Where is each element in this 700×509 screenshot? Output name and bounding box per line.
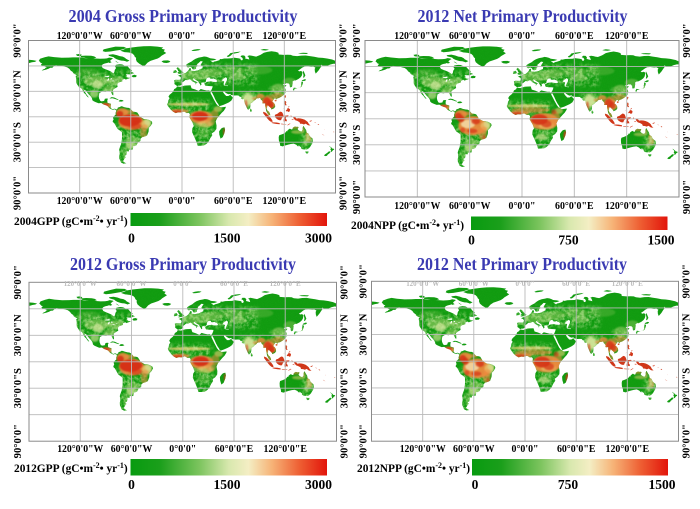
svg-text:90°0'0": 90°0'0" [682,264,693,298]
svg-text:0°0'0": 0°0'0" [516,280,535,288]
svg-text:1500: 1500 [649,477,676,492]
svg-text:90°0'0": 90°0'0" [359,264,370,298]
svg-text:90°0'0": 90°0'0" [340,265,351,299]
svg-text:60°0'0"E: 60°0'0"E [220,280,248,288]
svg-text:120°0'0"E: 120°0'0"E [605,30,649,42]
svg-text:2004NPP (gC•m-2• yr-1): 2004NPP (gC•m-2• yr-1) [351,218,464,232]
svg-text:2004GPP (gC•m-2• yr-1): 2004GPP (gC•m-2• yr-1) [14,214,128,228]
svg-text:120°0'0"E: 120°0'0"E [605,200,649,212]
svg-text:60°0'0"E: 60°0'0"E [557,443,596,455]
svg-text:120°0'0"W: 120°0'0"W [394,30,440,42]
svg-text:120°0'0"E: 120°0'0"E [612,280,643,288]
svg-text:0°0'0": 0°0'0" [512,443,539,455]
svg-text:120°0'0"W: 120°0'0"W [57,195,103,207]
svg-text:30°0'0"N: 30°0'0"N [13,70,24,112]
svg-text:60°0'0"W: 60°0'0"W [453,443,495,455]
svg-text:90°0'0": 90°0'0" [340,424,351,458]
svg-text:2012GPP (gC•m-2• yr-1): 2012GPP (gC•m-2• yr-1) [14,461,128,475]
svg-text:1500: 1500 [214,477,241,492]
svg-text:120°0'0"W: 120°0'0"W [400,443,446,455]
svg-text:30°0'0"N: 30°0'0"N [682,71,693,113]
svg-text:60°0'0"W: 60°0'0"W [459,280,489,288]
svg-text:120°0'0"W: 120°0'0"W [57,30,103,42]
svg-text:60°0'0"W: 60°0'0"W [111,443,153,455]
svg-text:60°0'0"E: 60°0'0"E [214,30,253,42]
svg-text:0: 0 [472,477,479,492]
svg-text:120°0'0"E: 120°0'0"E [263,195,307,207]
svg-text:60°0'0"E: 60°0'0"E [555,200,594,212]
svg-text:60°0'0"E: 60°0'0"E [214,195,253,207]
svg-text:120°0'0"W: 120°0'0"W [57,443,103,455]
svg-text:0°0'0": 0°0'0" [169,195,196,207]
svg-text:0: 0 [468,233,475,248]
svg-text:90°0'0": 90°0'0" [339,176,350,210]
svg-text:120°0'0"W: 120°0'0"W [406,280,439,288]
svg-text:60°0'0"E: 60°0'0"E [215,443,254,455]
svg-text:30°0'0"S: 30°0'0"S [340,368,351,408]
svg-text:90°0'0": 90°0'0" [13,424,24,458]
svg-text:60°0'0"W: 60°0'0"W [449,30,491,42]
svg-text:30°0'0"N: 30°0'0"N [340,314,351,356]
svg-text:0°0'0": 0°0'0" [173,280,192,288]
svg-text:60°0'0"W: 60°0'0"W [117,280,147,288]
svg-text:30°0'0"S: 30°0'0"S [13,122,24,162]
svg-text:90°0'0": 90°0'0" [13,23,24,57]
svg-text:30°0'0"N: 30°0'0"N [352,71,363,113]
svg-text:90°0'0": 90°0'0" [352,23,363,57]
svg-text:120°0'0"W: 120°0'0"W [394,200,440,212]
svg-text:1500: 1500 [648,233,675,248]
svg-text:2012NPP (gC•m-2• yr-1): 2012NPP (gC•m-2• yr-1) [357,461,470,475]
svg-text:0°0'0": 0°0'0" [509,200,536,212]
svg-text:30°0'0"N: 30°0'0"N [13,314,24,356]
svg-text:1500: 1500 [214,231,241,246]
svg-text:120°0'0"E: 120°0'0"E [270,280,301,288]
svg-text:30°0'0"N: 30°0'0"N [339,70,350,112]
svg-text:30°0'0"S: 30°0'0"S [352,125,363,165]
svg-text:30°0'0"S: 30°0'0"S [339,122,350,162]
svg-text:2004 Gross Primary Productivit: 2004 Gross Primary Productivity [69,6,298,26]
svg-text:90°0'0": 90°0'0" [339,23,350,57]
svg-text:0: 0 [128,477,135,492]
svg-text:120°0'0"E: 120°0'0"E [263,443,307,455]
svg-text:750: 750 [558,233,579,248]
svg-text:60°0'0"W: 60°0'0"W [110,30,152,42]
svg-text:30°0'0"S: 30°0'0"S [682,368,693,408]
svg-text:2012 Net Primary Productivity: 2012 Net Primary Productivity [418,6,628,26]
svg-text:30°0'0"S: 30°0'0"S [13,368,24,408]
svg-text:90°0'0": 90°0'0" [13,265,24,299]
svg-text:120°0'0"W: 120°0'0"W [64,280,97,288]
svg-text:60°0'0"E: 60°0'0"E [555,30,594,42]
svg-text:30°0'0"S: 30°0'0"S [359,368,370,408]
svg-text:90°0'0": 90°0'0" [352,180,363,214]
svg-text:0: 0 [128,231,135,246]
svg-text:3000: 3000 [305,231,332,246]
svg-text:90°0'0": 90°0'0" [682,424,693,458]
svg-text:120°0'0"E: 120°0'0"E [263,30,307,42]
svg-text:90°0'0": 90°0'0" [682,180,693,214]
svg-text:30°0'0"S: 30°0'0"S [682,125,693,165]
svg-text:90°0'0": 90°0'0" [13,176,24,210]
svg-text:60°0'0"E: 60°0'0"E [562,280,590,288]
svg-text:0°0'0": 0°0'0" [169,30,196,42]
svg-text:90°0'0": 90°0'0" [682,23,693,57]
svg-text:750: 750 [558,477,579,492]
svg-text:60°0'0"W: 60°0'0"W [449,200,491,212]
svg-text:90°0'0": 90°0'0" [359,424,370,458]
svg-text:120°0'0"E: 120°0'0"E [606,443,650,455]
svg-text:60°0'0"W: 60°0'0"W [110,195,152,207]
svg-text:0°0'0": 0°0'0" [509,30,536,42]
svg-text:2012 Net Primary Productivity: 2012 Net Primary Productivity [417,254,627,274]
svg-text:3000: 3000 [305,477,332,492]
svg-text:30°0'0"N: 30°0'0"N [359,313,370,355]
svg-text:0°0'0": 0°0'0" [169,443,196,455]
svg-text:2012 Gross Primary Productivit: 2012 Gross Primary Productivity [70,254,296,274]
svg-text:30°0'0"N: 30°0'0"N [682,313,693,355]
